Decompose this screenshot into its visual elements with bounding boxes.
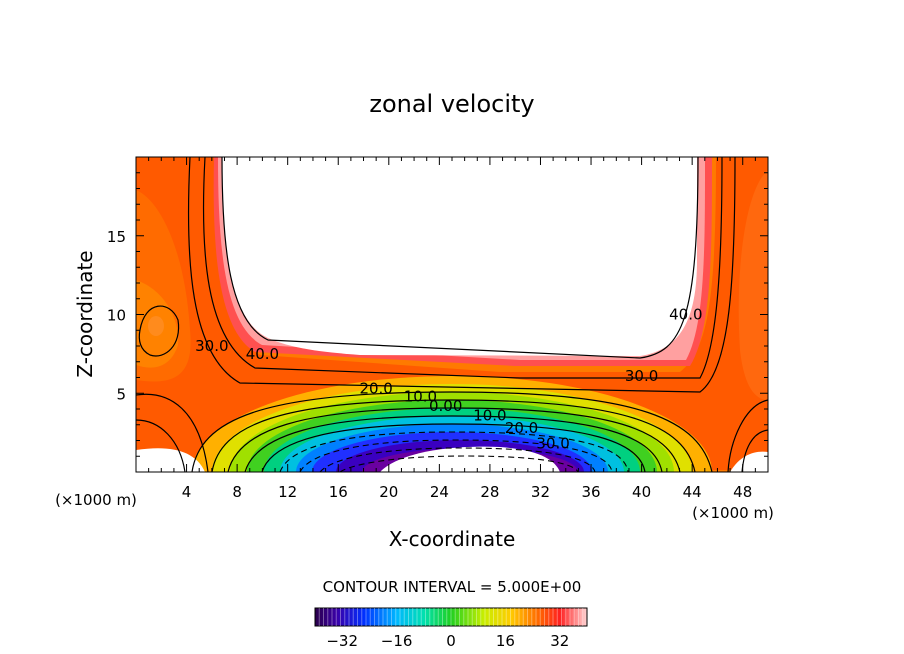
colorbar-tick-label: 32 [550,632,569,650]
colorbar-tick-label: −16 [381,632,413,650]
colorbar-stripes [318,608,584,626]
contour-label-1: 30.0 [195,337,228,355]
x-tick-label: 24 [430,483,449,501]
x-tick-label: 4 [182,483,192,501]
x-tick-label: 40 [632,483,651,501]
x-tick-label: 36 [581,483,600,501]
contour-label-2: 20.0 [359,380,392,398]
x-tick-label: 20 [379,483,398,501]
z-axis: 5 10 15 [107,172,768,457]
contour-label-5: 10.0 [473,406,506,424]
x-tick-label: 44 [683,483,702,501]
x-axis-title: X-coordinate [389,527,516,551]
contour-label-7: 30.0 [536,435,569,453]
contour-label-3: 10.0 [404,387,437,405]
z-tick-label: 10 [107,307,126,325]
x-units-note: (×1000 m) [692,504,774,522]
z-tick-label: 15 [107,228,126,246]
contour-label-4: 0.00 [429,397,462,415]
x-tick-label: 8 [232,483,242,501]
contour-label-6: 20.0 [505,419,538,437]
x-tick-label: 32 [531,483,550,501]
x-tick-label: 48 [733,483,752,501]
chart-title: zonal velocity [369,90,534,118]
colorbar-tick-label: 0 [446,632,456,650]
colorbar: −32 −16 0 16 32 [314,607,588,650]
x-tick-label: 16 [329,483,348,501]
colorbar-tick-label: 16 [496,632,515,650]
z-units-note: (×1000 m) [55,491,137,509]
x-tick-label: 28 [480,483,499,501]
colorbar-gradient [314,607,588,627]
z-axis-title: Z-coordinate [73,250,97,377]
contour-label-8: 40.0 [669,306,702,324]
x-axis: 4 8 12 16 20 24 28 32 36 40 44 48 [148,157,756,501]
colorbar-ticks: −32 −16 0 16 32 [326,632,569,650]
contour-label-9: 30.0 [625,367,658,385]
x-tick-label: 12 [278,483,297,501]
contour-interval-text: CONTOUR INTERVAL = 5.000E+00 [323,578,582,596]
z-tick-label: 5 [116,385,126,403]
contour-label-0: 40.0 [246,345,279,363]
colorbar-tick-label: −32 [326,632,358,650]
